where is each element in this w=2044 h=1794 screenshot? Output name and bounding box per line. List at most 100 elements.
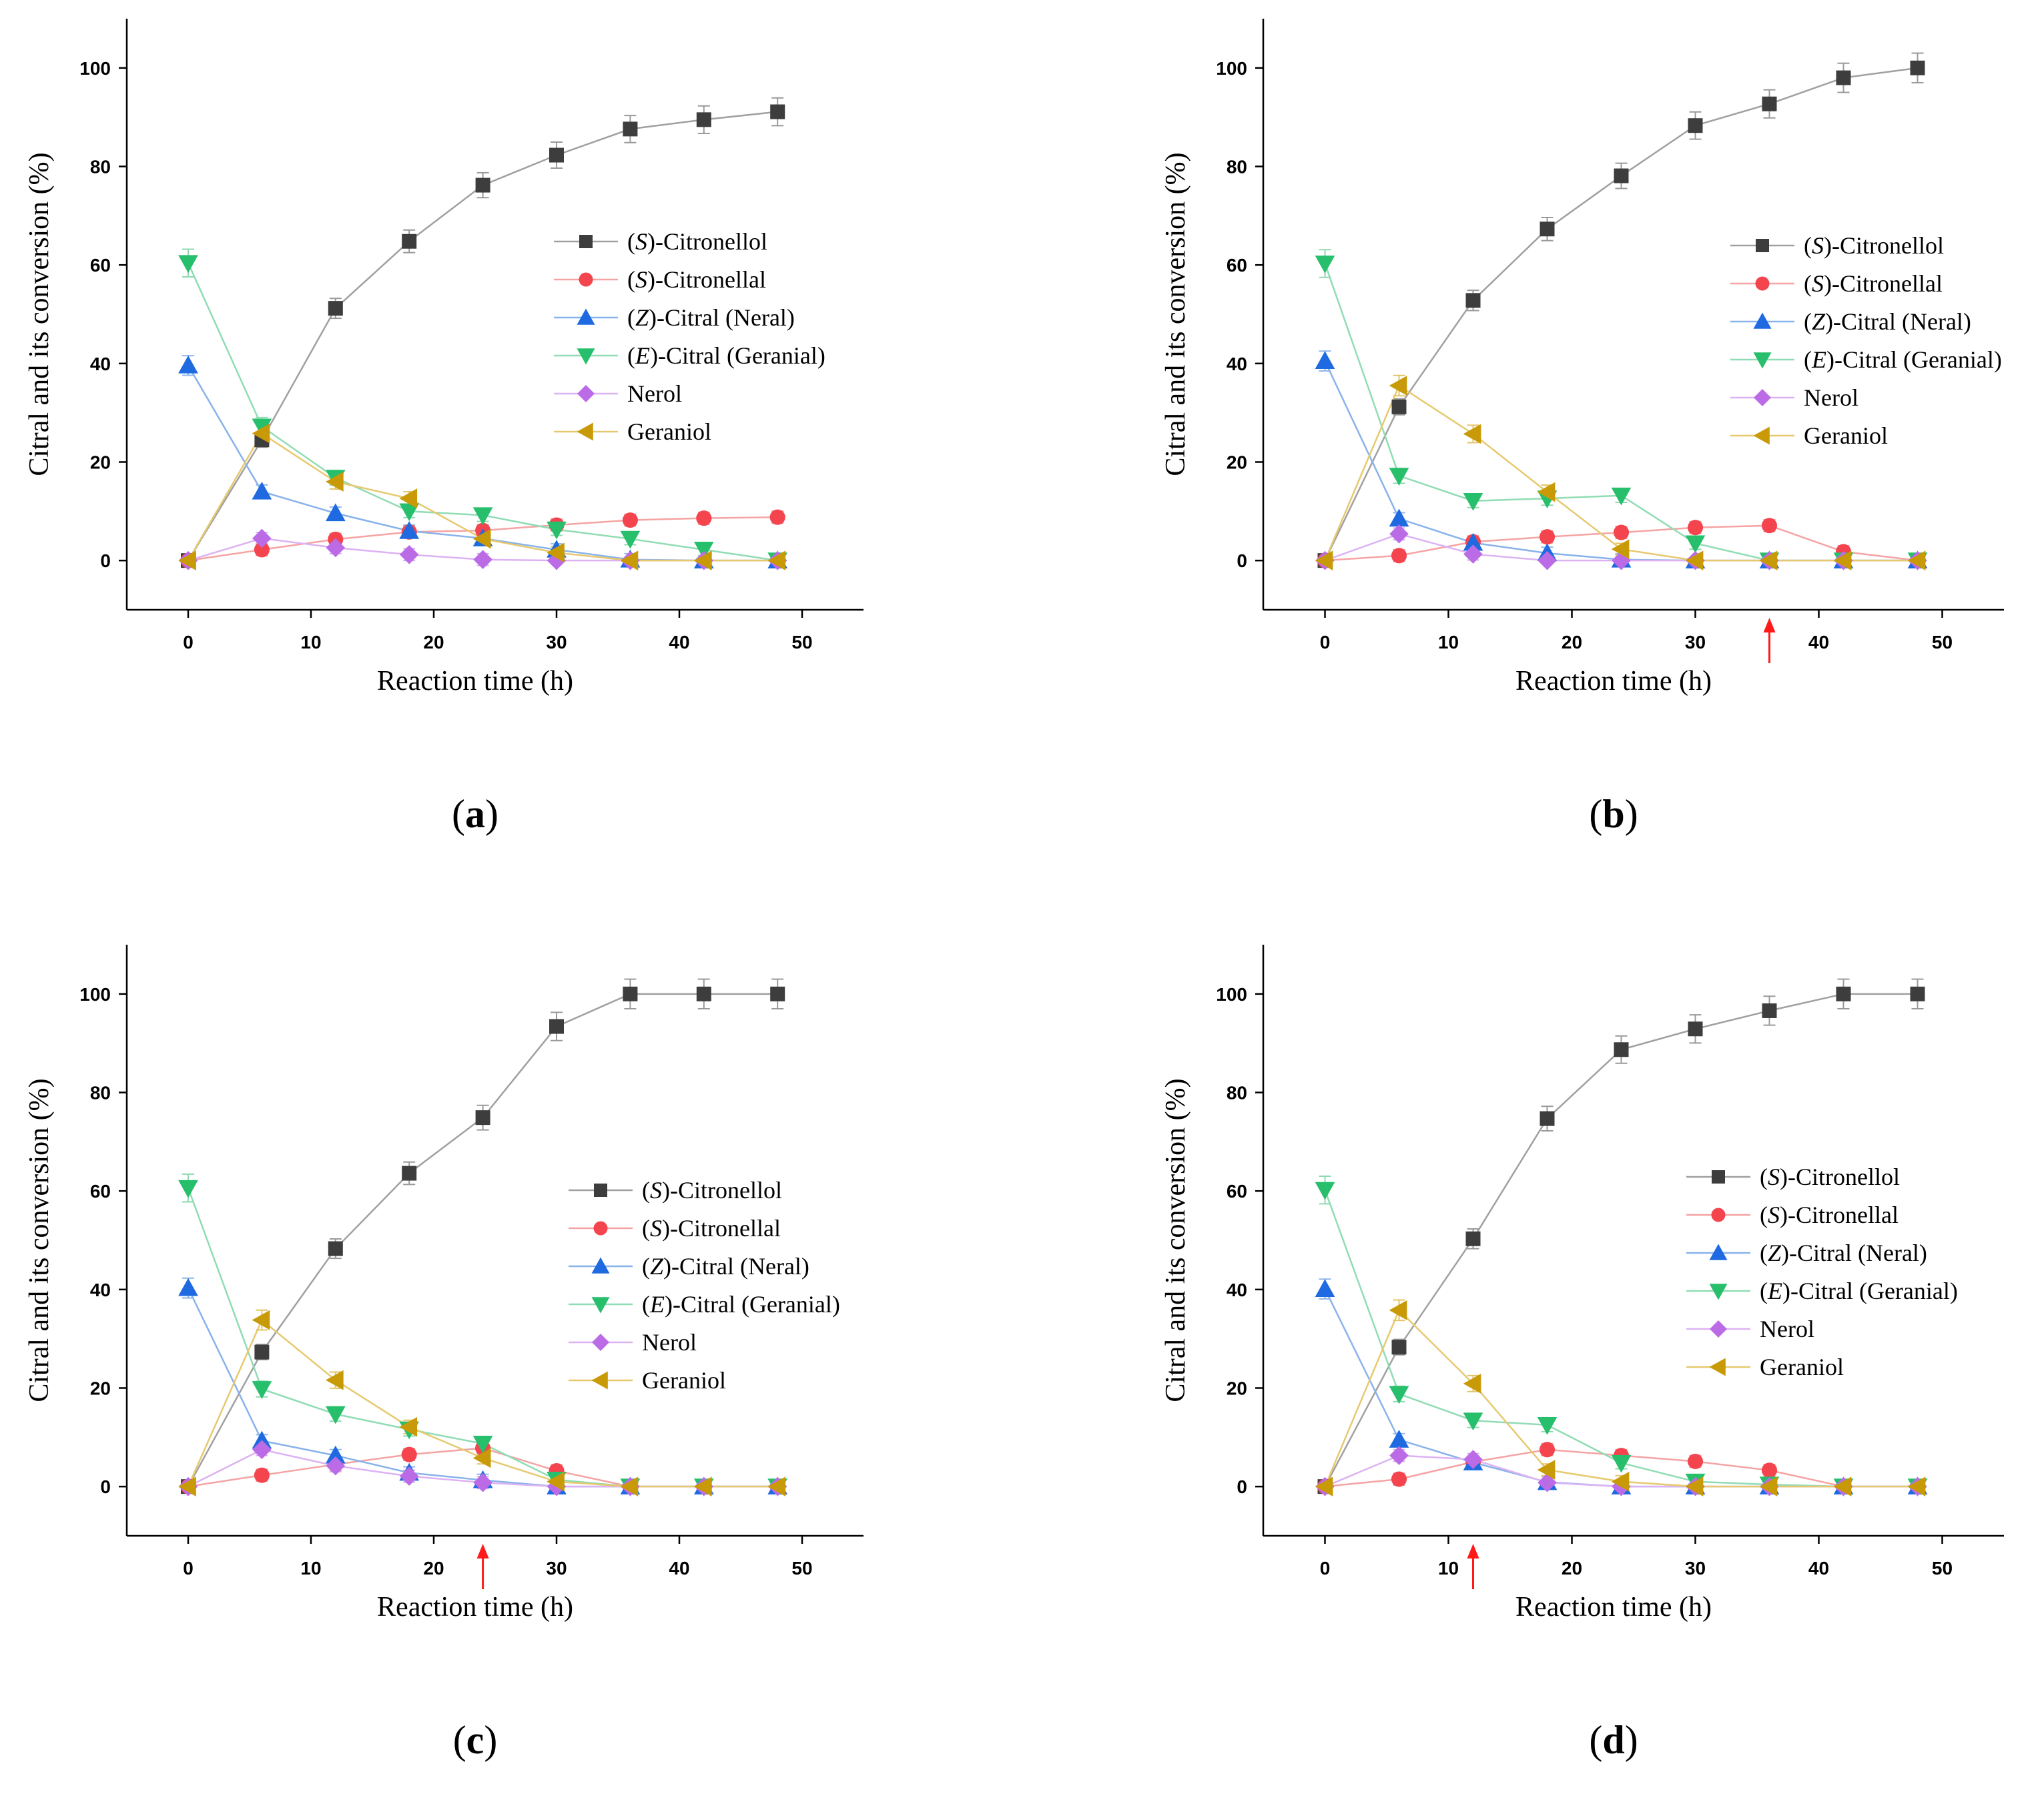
data-point: [178, 355, 198, 374]
legend-label-suffix: )-Citronellal: [1824, 270, 1943, 297]
data-point: [475, 1110, 490, 1126]
data-point: [767, 1476, 786, 1497]
y-tick-label: 40: [1227, 354, 1247, 374]
data-point: [1539, 1442, 1556, 1458]
legend-label-prefix: (: [1804, 308, 1812, 335]
legend-label-italic: Z: [650, 1253, 664, 1280]
data-point: [178, 255, 198, 274]
legend-label-prefix: (: [627, 304, 635, 331]
legend-label-suffix: )-Citral (Geranial): [1826, 346, 2002, 373]
data-point: [325, 1370, 344, 1390]
data-point: [252, 481, 272, 500]
data-point: [547, 521, 567, 540]
data-point: [325, 472, 344, 492]
x-tick-label: 0: [183, 1558, 194, 1579]
legend-label: (E)-Citral (Geranial): [642, 1291, 840, 1318]
data-point: [472, 507, 493, 526]
x-tick-label: 30: [1685, 632, 1706, 652]
legend-label: (S)-Citronellal: [1760, 1202, 1899, 1228]
data-point: [1759, 1476, 1778, 1497]
data-point: [1614, 168, 1629, 183]
data-point: [252, 1430, 272, 1449]
data-point: [620, 530, 641, 549]
data-point: [1315, 1182, 1335, 1200]
x-tick-label: 0: [1320, 632, 1331, 652]
data-point: [1463, 492, 1483, 511]
legend-label-italic: S: [1812, 270, 1824, 297]
data-point: [1687, 520, 1704, 536]
caption-close-paren: ): [1625, 792, 1638, 836]
data-point: [1537, 482, 1556, 502]
legend-label-prefix: (: [1804, 270, 1812, 297]
data-point: [472, 1448, 491, 1468]
data-point: [178, 1476, 196, 1497]
data-point: [549, 147, 564, 163]
data-point: [325, 1445, 346, 1464]
legend-marker: [1712, 1170, 1725, 1184]
legend-label-prefix: (: [627, 266, 635, 293]
data-point: [1391, 399, 1407, 414]
data-point: [1463, 1374, 1481, 1394]
legend-label-prefix: (: [642, 1177, 650, 1204]
legend-label-suffix: )-Citronellol: [662, 1177, 782, 1204]
legend-label-suffix: Geraniol: [1760, 1354, 1844, 1380]
y-tick-label: 60: [90, 1181, 111, 1202]
caption-close-paren: ): [484, 1718, 497, 1762]
data-point: [1611, 539, 1630, 560]
legend-marker: [579, 272, 593, 287]
data-point: [1389, 1446, 1409, 1465]
y-tick-label: 100: [1216, 984, 1247, 1005]
legend-label-italic: E: [1811, 346, 1826, 373]
chart-panel-a: 0 20 40 60 80 100 0 10 20 30 40 50 Reaction time (h)…: [0, 0, 894, 929]
data-point: [1389, 1386, 1409, 1404]
legend-marker: [577, 348, 595, 365]
data-point: [1685, 1476, 1704, 1497]
legend-label-suffix: )-Citronellal: [647, 266, 766, 293]
data-point: [1836, 986, 1851, 1001]
data-point: [1465, 293, 1481, 308]
y-tick-label: 100: [79, 58, 111, 79]
legend-label-italic: S: [650, 1177, 662, 1204]
legend-label-prefix: (: [1760, 1202, 1768, 1228]
data-point: [770, 104, 785, 119]
data-point: [402, 1166, 417, 1181]
chart-b-svg: 0 20 40 60 80 100 0 10 20 30 40 50 Reaction time (h)…: [1160, 19, 2004, 836]
data-point: [1761, 1462, 1778, 1478]
legend-label: (Z)-Citral (Neral): [1760, 1240, 1927, 1266]
data-point: [1613, 524, 1630, 540]
legend-marker: [1755, 276, 1770, 291]
data-point: [1540, 1111, 1555, 1126]
legend-label: (S)-Citronellol: [642, 1177, 782, 1204]
y-tick-label: 20: [1227, 452, 1247, 473]
data-point: [254, 542, 270, 558]
legend-label-italic: Z: [1812, 308, 1826, 335]
legend-label: (S)-Citronellol: [1760, 1164, 1900, 1190]
x-tick-label: 40: [669, 1558, 689, 1579]
data-point: [1315, 351, 1335, 370]
data-point: [1463, 544, 1483, 564]
x-axis-title: Reaction time (h): [377, 666, 573, 697]
data-point: [254, 1344, 270, 1360]
legend-label-prefix: (: [1804, 346, 1812, 373]
legend-label-suffix: )-Citronellal: [1780, 1202, 1899, 1228]
legend-label-italic: E: [649, 1291, 665, 1318]
data-point: [547, 542, 565, 563]
y-tick-label: 100: [1216, 58, 1247, 79]
data-point: [1463, 1450, 1483, 1469]
series-line: [1324, 1190, 1918, 1488]
legend-label-suffix: Nerol: [1760, 1316, 1814, 1342]
red-arrow-head: [1467, 1544, 1479, 1558]
legend-marker: [1753, 352, 1772, 369]
y-tick-label: 100: [79, 984, 111, 1005]
y-axis-title: Citral and its conversion (%): [24, 152, 55, 476]
legend-label: (Z)-Citral (Neral): [627, 304, 795, 331]
data-point: [1836, 70, 1851, 85]
caption-letter: a: [465, 792, 485, 836]
y-tick-label: 80: [1227, 1083, 1247, 1103]
x-axis-title: Reaction time (h): [1515, 1592, 1712, 1623]
caption-letter: d: [1602, 1718, 1624, 1762]
y-tick-label: 0: [1237, 1476, 1247, 1497]
data-point: [1762, 96, 1777, 111]
data-point: [623, 986, 638, 1001]
caption-close-paren: ): [485, 792, 498, 836]
